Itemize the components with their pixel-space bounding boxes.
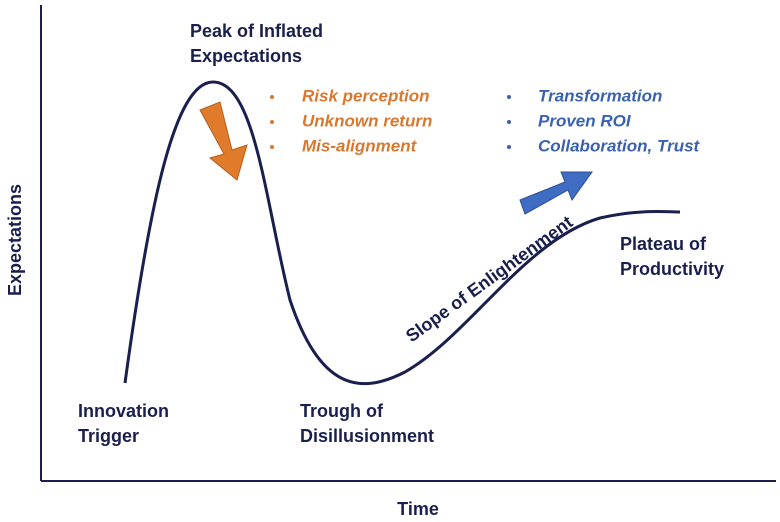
phase-label: Slope of Enlightenment (402, 212, 576, 346)
barrier-item: Risk perception (302, 86, 430, 105)
barrier-item: Unknown return (302, 111, 432, 130)
phase-label: Peak of Inflated (190, 21, 323, 41)
phase-label: Productivity (620, 259, 724, 279)
bullet (270, 95, 274, 99)
barrier-item: Mis-alignment (302, 136, 418, 155)
phase-label: Trigger (78, 426, 139, 446)
bullet (270, 145, 274, 149)
down-arrow (199, 101, 248, 181)
x-axis-label: Time (397, 499, 439, 519)
up-arrow (519, 171, 593, 215)
phase-label: Trough of (300, 401, 384, 421)
y-axis-label: Expectations (5, 184, 25, 296)
bullet (270, 120, 274, 124)
bullet (507, 95, 511, 99)
hype-curve (123, 80, 681, 386)
driver-item: Proven ROI (538, 111, 632, 130)
phase-label: Innovation (78, 401, 169, 421)
phase-label: Expectations (190, 46, 302, 66)
bullet (507, 120, 511, 124)
driver-item: Transformation (538, 86, 662, 105)
phase-label: Disillusionment (300, 426, 434, 446)
bullet (507, 145, 511, 149)
driver-item: Collaboration, Trust (538, 136, 701, 155)
phase-label: Plateau of (620, 234, 707, 254)
